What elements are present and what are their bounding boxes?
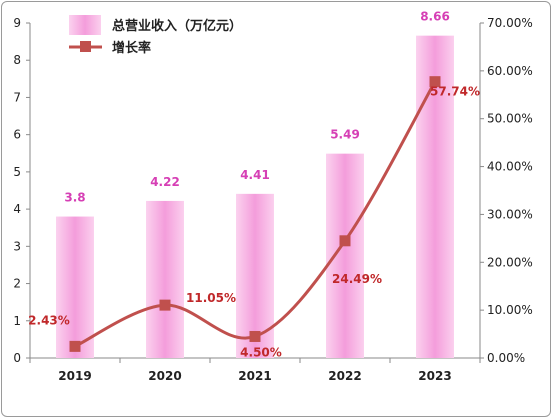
legend-line-label: 增长率: [112, 40, 151, 56]
left-tick-label: 0: [13, 351, 21, 365]
right-tick-label: 60.00%: [487, 64, 533, 78]
line-marker: [69, 340, 81, 352]
right-tick-label: 0.00%: [487, 351, 525, 365]
x-tick-label: 2020: [148, 369, 181, 383]
legend-line-marker: [80, 41, 91, 52]
line-marker: [249, 330, 261, 342]
bar: [56, 216, 94, 358]
bar: [326, 153, 364, 358]
line-value-label: 2.43%: [28, 313, 70, 327]
left-tick-label: 6: [13, 128, 21, 142]
left-tick-label: 2: [13, 277, 21, 291]
right-tick-label: 50.00%: [487, 112, 533, 126]
x-axis: 2019 2020 2021 2022 2023: [29, 357, 481, 383]
left-tick-label: 5: [13, 165, 21, 179]
growth-rate-line: [74, 80, 437, 348]
left-tick-label: 7: [13, 90, 21, 104]
left-y-axis: 0 1 2 3 4 5 6 7 8 9: [13, 16, 31, 365]
data-labels: 3.8 4.22 4.41 5.49 8.66 2.43% 11.05% 4.50% 24.49…: [28, 10, 480, 360]
right-y-axis: 0.00% 10.00% 20.00% 30.00% 40.00% 50.00% 60.00…: [479, 16, 533, 365]
legend-bar-swatch: [69, 15, 101, 35]
right-tick-label: 70.00%: [487, 16, 533, 30]
right-tick-label: 10.00%: [487, 303, 533, 317]
left-tick-label: 8: [13, 53, 21, 67]
left-tick-label: 3: [13, 239, 21, 253]
legend-bar-label: 总营业收入（万亿元）: [112, 18, 242, 34]
line-value-label: 11.05%: [186, 291, 236, 305]
x-tick-label: 2022: [328, 369, 361, 383]
left-tick-label: 4: [13, 202, 21, 216]
right-tick-label: 30.00%: [487, 207, 533, 221]
bar-value-label: 5.49: [330, 128, 360, 142]
line-value-label: 4.50%: [240, 345, 282, 359]
line-value-label: 24.49%: [332, 272, 382, 286]
right-tick-label: 40.00%: [487, 160, 533, 174]
line-value-label: 57.74%: [430, 85, 480, 99]
bar-value-label: 3.8: [64, 191, 85, 205]
bar-series: [56, 35, 454, 359]
left-tick-label: 9: [13, 16, 21, 30]
bar: [416, 35, 454, 359]
legend: 总营业收入（万亿元） 增长率: [69, 15, 242, 56]
line-marker: [339, 235, 351, 247]
right-tick-label: 20.00%: [487, 255, 533, 269]
x-tick-label: 2023: [418, 369, 451, 383]
x-tick-label: 2019: [58, 369, 91, 383]
line-marker: [429, 76, 441, 88]
bar-value-label: 8.66: [420, 10, 450, 24]
bar-value-label: 4.22: [150, 175, 180, 189]
line-marker: [159, 299, 171, 311]
line-series: [69, 76, 441, 352]
left-tick-label: 1: [13, 314, 21, 328]
bar: [146, 200, 184, 358]
x-tick-label: 2021: [238, 369, 271, 383]
bar-value-label: 4.41: [240, 168, 270, 182]
